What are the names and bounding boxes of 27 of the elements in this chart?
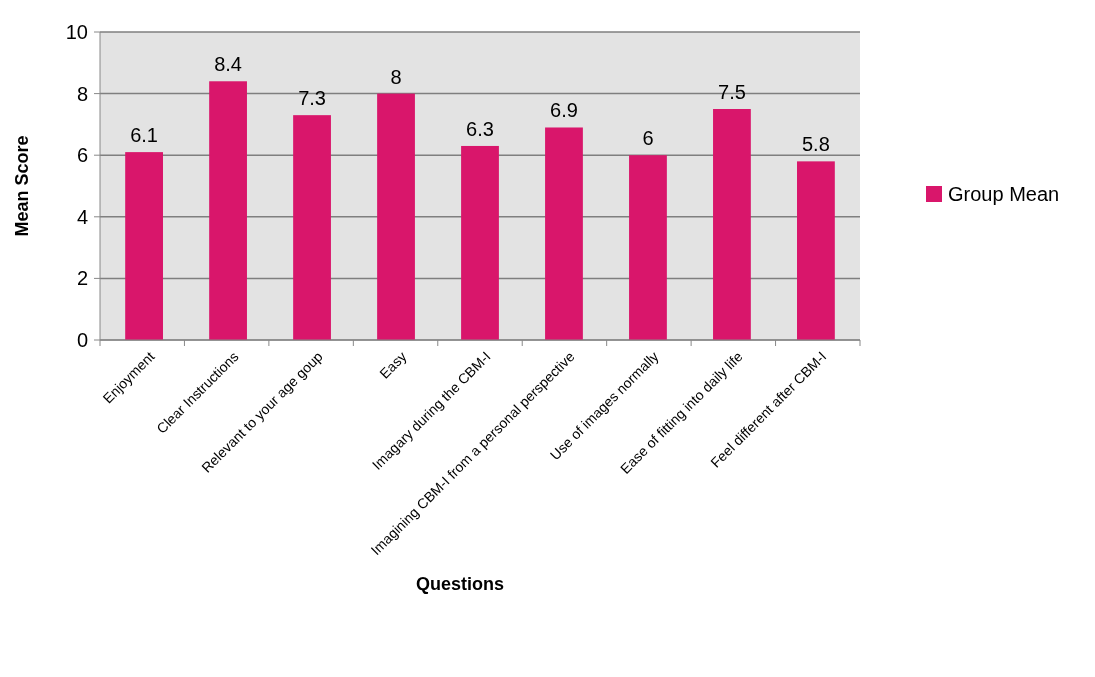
- y-tick-label: 10: [65, 21, 88, 43]
- x-axis-title: Questions: [415, 574, 505, 594]
- y-tick-label: 0: [76, 329, 88, 351]
- bar: [713, 109, 751, 340]
- y-tick-label: 2: [76, 267, 88, 290]
- data-label: 6.3: [466, 117, 494, 140]
- data-label: 8.4: [214, 53, 242, 76]
- data-label: 8: [390, 65, 402, 88]
- data-label: 5.8: [802, 133, 830, 156]
- bar: [377, 93, 415, 340]
- data-label: 6.9: [550, 99, 578, 122]
- bar: [797, 161, 835, 340]
- bar: [209, 81, 247, 340]
- y-axis-title: Mean Score: [12, 135, 32, 237]
- data-label: 7.5: [718, 81, 746, 103]
- y-tick-label: 4: [76, 205, 88, 228]
- y-tick-label: 6: [76, 144, 88, 167]
- legend-label: Group Mean: [948, 183, 1060, 205]
- bar: [461, 145, 499, 340]
- y-tick-label: 8: [76, 82, 88, 105]
- bar: [125, 152, 163, 340]
- data-label: 6: [642, 127, 654, 150]
- bar: [629, 155, 667, 340]
- bar: [293, 115, 331, 340]
- bar: [545, 127, 583, 340]
- data-label: 7.3: [298, 87, 326, 110]
- data-label: 6.1: [130, 124, 158, 147]
